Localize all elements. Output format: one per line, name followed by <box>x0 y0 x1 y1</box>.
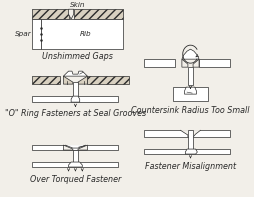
Text: Spar: Spar <box>15 31 31 37</box>
Bar <box>144 130 229 137</box>
Polygon shape <box>184 87 196 94</box>
Polygon shape <box>63 71 87 76</box>
Polygon shape <box>181 49 198 59</box>
Bar <box>32 19 41 49</box>
Polygon shape <box>65 145 85 148</box>
Bar <box>73 150 78 162</box>
Text: "O" Ring Fasteners at Seal Grooves: "O" Ring Fasteners at Seal Grooves <box>5 109 145 118</box>
Text: Fastener Misalignment: Fastener Misalignment <box>144 162 235 171</box>
Bar <box>32 76 60 84</box>
Text: Rib: Rib <box>80 31 91 37</box>
Polygon shape <box>185 149 197 154</box>
Bar <box>187 67 192 85</box>
Polygon shape <box>78 76 87 84</box>
Polygon shape <box>180 130 200 137</box>
Polygon shape <box>78 145 87 150</box>
Bar <box>32 145 118 150</box>
Polygon shape <box>68 162 82 167</box>
Bar <box>87 76 128 84</box>
Text: Countersink Radius Too Small: Countersink Radius Too Small <box>131 106 249 115</box>
Bar <box>41 19 122 49</box>
Bar <box>198 59 229 67</box>
Bar <box>73 9 122 19</box>
Polygon shape <box>63 76 73 84</box>
Bar <box>187 130 192 149</box>
Bar <box>32 96 118 102</box>
Bar <box>144 149 229 154</box>
Text: Unshimmed Gaps: Unshimmed Gaps <box>42 52 113 61</box>
Text: Skin: Skin <box>70 2 85 8</box>
Bar <box>173 87 207 101</box>
Polygon shape <box>63 145 73 150</box>
Polygon shape <box>192 59 198 67</box>
Text: Over Torqued Fastener: Over Torqued Fastener <box>30 175 121 184</box>
Bar <box>144 59 174 67</box>
Polygon shape <box>71 96 80 102</box>
Bar <box>32 9 68 19</box>
Polygon shape <box>68 9 73 19</box>
Bar <box>73 82 78 96</box>
Polygon shape <box>181 59 187 67</box>
Bar <box>32 162 118 167</box>
